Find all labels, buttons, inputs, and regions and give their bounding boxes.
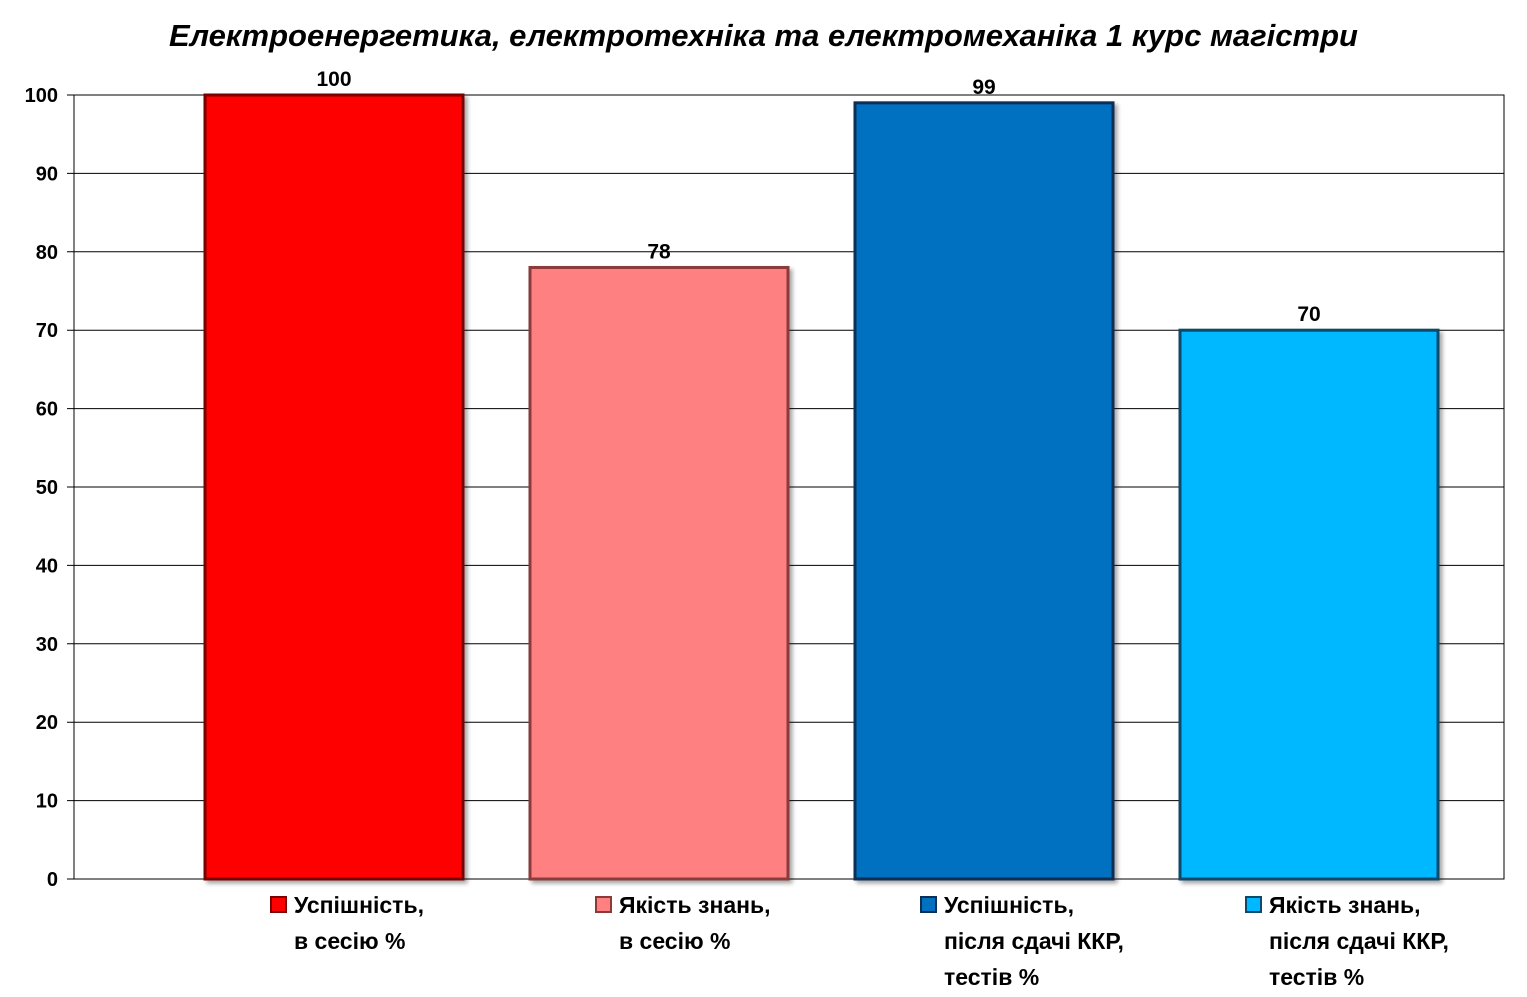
bar-1 — [203, 93, 465, 881]
legend-item-3: Успішність, після сдачі ККР, тестів % — [920, 892, 1124, 990]
data-label-2: 78 — [647, 240, 671, 263]
legend-label-4-1: Якість знань, — [1269, 892, 1421, 918]
bar-2 — [528, 265, 790, 881]
y-tick-label-30: 30 — [36, 634, 58, 656]
chart-title: Електроенергетика, електротехніка та еле… — [169, 18, 1358, 53]
y-tick-label-10: 10 — [36, 791, 58, 813]
data-label-4: 70 — [1297, 303, 1320, 326]
legend-swatch-1 — [270, 896, 287, 913]
y-tick-label-80: 80 — [36, 242, 58, 264]
y-tick-label-0: 0 — [47, 869, 58, 891]
legend-swatch-3 — [920, 896, 937, 913]
legend: Успішність, в сесію % Якість знань, в сесію… — [270, 892, 1449, 990]
legend-item-4: Якість знань, після сдачі ККР, тестів % — [1245, 892, 1449, 990]
legend-label-3-1: Успішність, — [944, 892, 1074, 918]
data-label-3: 99 — [972, 76, 995, 99]
y-tick-label-60: 60 — [36, 399, 58, 421]
y-tick-label-70: 70 — [36, 320, 58, 342]
y-axis: 0 10 20 30 40 50 60 70 80 90 100 — [25, 85, 58, 891]
bar-4 — [1178, 328, 1440, 881]
y-tick-label-40: 40 — [36, 555, 58, 577]
legend-label-3-3: тестів % — [944, 964, 1039, 990]
data-labels: 100 78 99 70 — [316, 68, 1320, 326]
legend-swatch-2 — [595, 896, 612, 913]
legend-label-2-1: Якість знань, — [619, 892, 771, 918]
bar-3 — [853, 101, 1115, 881]
legend-item-1: Успішність, в сесію % — [270, 892, 424, 954]
legend-item-2: Якість знань, в сесію % — [595, 892, 771, 954]
legend-label-1-1: Успішність, — [294, 892, 424, 918]
legend-label-4-2: після сдачі ККР, — [1269, 928, 1449, 954]
legend-swatch-4 — [1245, 896, 1262, 913]
y-tick-label-90: 90 — [36, 163, 58, 185]
y-tick-label-50: 50 — [36, 477, 58, 499]
legend-label-2-2: в сесію % — [619, 928, 730, 954]
data-label-1: 100 — [316, 68, 351, 91]
legend-label-1-2: в сесію % — [294, 928, 405, 954]
legend-label-3-2: після сдачі ККР, — [944, 928, 1124, 954]
y-tick-label-100: 100 — [25, 85, 58, 107]
bars — [203, 93, 1440, 881]
y-tick-label-20: 20 — [36, 712, 58, 734]
legend-label-4-3: тестів % — [1269, 964, 1364, 990]
